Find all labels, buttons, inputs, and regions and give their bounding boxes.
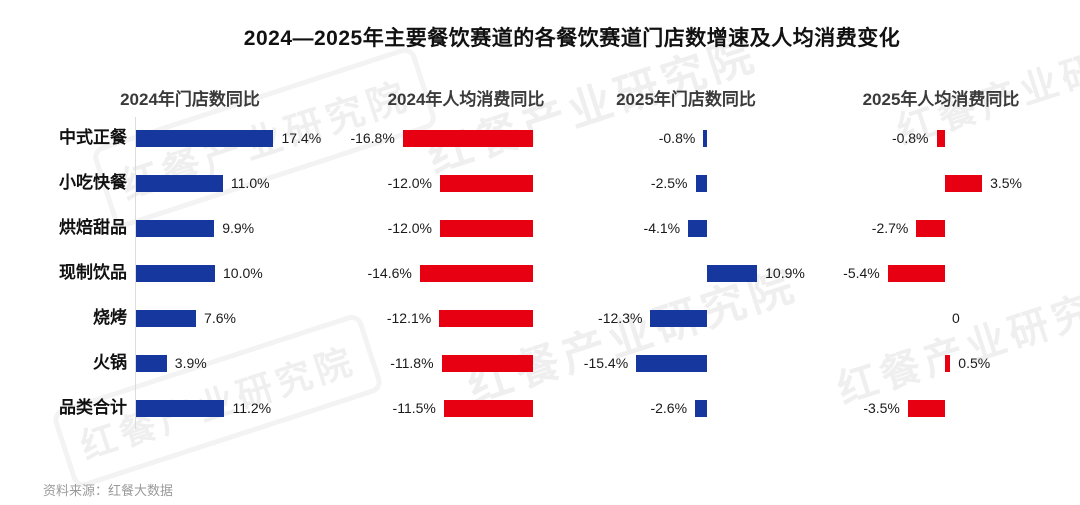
value-label: 11.0% <box>230 175 270 191</box>
value-label: -5.4% <box>843 265 880 281</box>
bar <box>695 400 707 417</box>
value-label: -2.6% <box>650 400 688 416</box>
value-label: -15.4% <box>583 355 629 371</box>
value-label: 17.4% <box>281 130 322 146</box>
value-label: -2.7% <box>871 220 909 236</box>
category-label: 品类合计 <box>59 398 127 417</box>
column-header-2024-consumption: 2024年人均消费同比 <box>387 90 545 109</box>
column-header-2024-stores: 2024年门店数同比 <box>120 90 260 109</box>
bar <box>136 130 274 147</box>
bar <box>440 175 533 192</box>
bar <box>402 130 533 147</box>
axis-line-2024-stores <box>135 117 136 429</box>
bar <box>907 400 945 417</box>
bar <box>419 265 533 282</box>
category-label: 现制饮品 <box>59 263 127 282</box>
value-label: -11.8% <box>390 355 434 371</box>
category-label: 火锅 <box>93 353 127 372</box>
bar <box>439 310 533 327</box>
value-label: -0.8% <box>658 130 696 146</box>
category-label: 小吃快餐 <box>59 173 127 192</box>
bar <box>936 130 945 147</box>
value-label: -12.0% <box>387 175 432 191</box>
value-label: 10.0% <box>223 265 263 281</box>
column-header-2025-stores: 2025年门店数同比 <box>616 90 756 109</box>
source-note: 资料来源：红餐大数据 <box>43 483 174 498</box>
bar <box>440 220 533 237</box>
value-label: 7.6% <box>204 310 236 326</box>
value-label: -12.3% <box>598 310 643 326</box>
bar <box>136 220 215 237</box>
bar <box>695 175 707 192</box>
value-label: -14.6% <box>367 265 412 281</box>
bar <box>636 355 707 372</box>
chart-title: 2024—2025年主要餐饮赛道的各餐饮赛道门店数增速及人均消费变化 <box>243 27 901 50</box>
bar <box>650 310 707 327</box>
value-label: -16.8% <box>350 130 395 146</box>
bar <box>945 175 983 192</box>
watermark-stamp: 红餐产业研究院 <box>832 273 1080 413</box>
value-label: -4.1% <box>643 220 681 236</box>
value-label: -0.8% <box>891 130 929 146</box>
value-label: 3.5% <box>990 175 1023 191</box>
value-label: 11.2% <box>232 400 272 416</box>
category-label: 烧烤 <box>93 308 127 327</box>
value-label: 0.5% <box>958 355 991 371</box>
column-header-2025-consumption: 2025年人均消费同比 <box>862 90 1020 109</box>
value-label: -11.5% <box>392 400 436 416</box>
value-label: 0 <box>952 310 960 326</box>
value-label: 3.9% <box>174 355 207 371</box>
value-label: -3.5% <box>863 400 900 416</box>
value-label: -12.1% <box>386 310 432 326</box>
bar <box>703 130 707 147</box>
bar <box>916 220 945 237</box>
value-label: 10.9% <box>765 265 805 281</box>
value-label: -2.5% <box>650 175 688 191</box>
bar <box>707 265 758 282</box>
bar <box>688 220 707 237</box>
bar <box>136 310 197 327</box>
bar <box>443 400 533 417</box>
bar <box>136 400 225 417</box>
bar <box>887 265 945 282</box>
value-label: 9.9% <box>222 220 255 236</box>
category-label: 烘焙甜品 <box>59 218 127 237</box>
value-label: -12.0% <box>387 220 432 236</box>
category-label: 中式正餐 <box>59 128 127 147</box>
bar <box>441 355 533 372</box>
bar <box>136 175 223 192</box>
bar <box>136 355 167 372</box>
bar <box>136 265 215 282</box>
bar <box>945 355 951 372</box>
